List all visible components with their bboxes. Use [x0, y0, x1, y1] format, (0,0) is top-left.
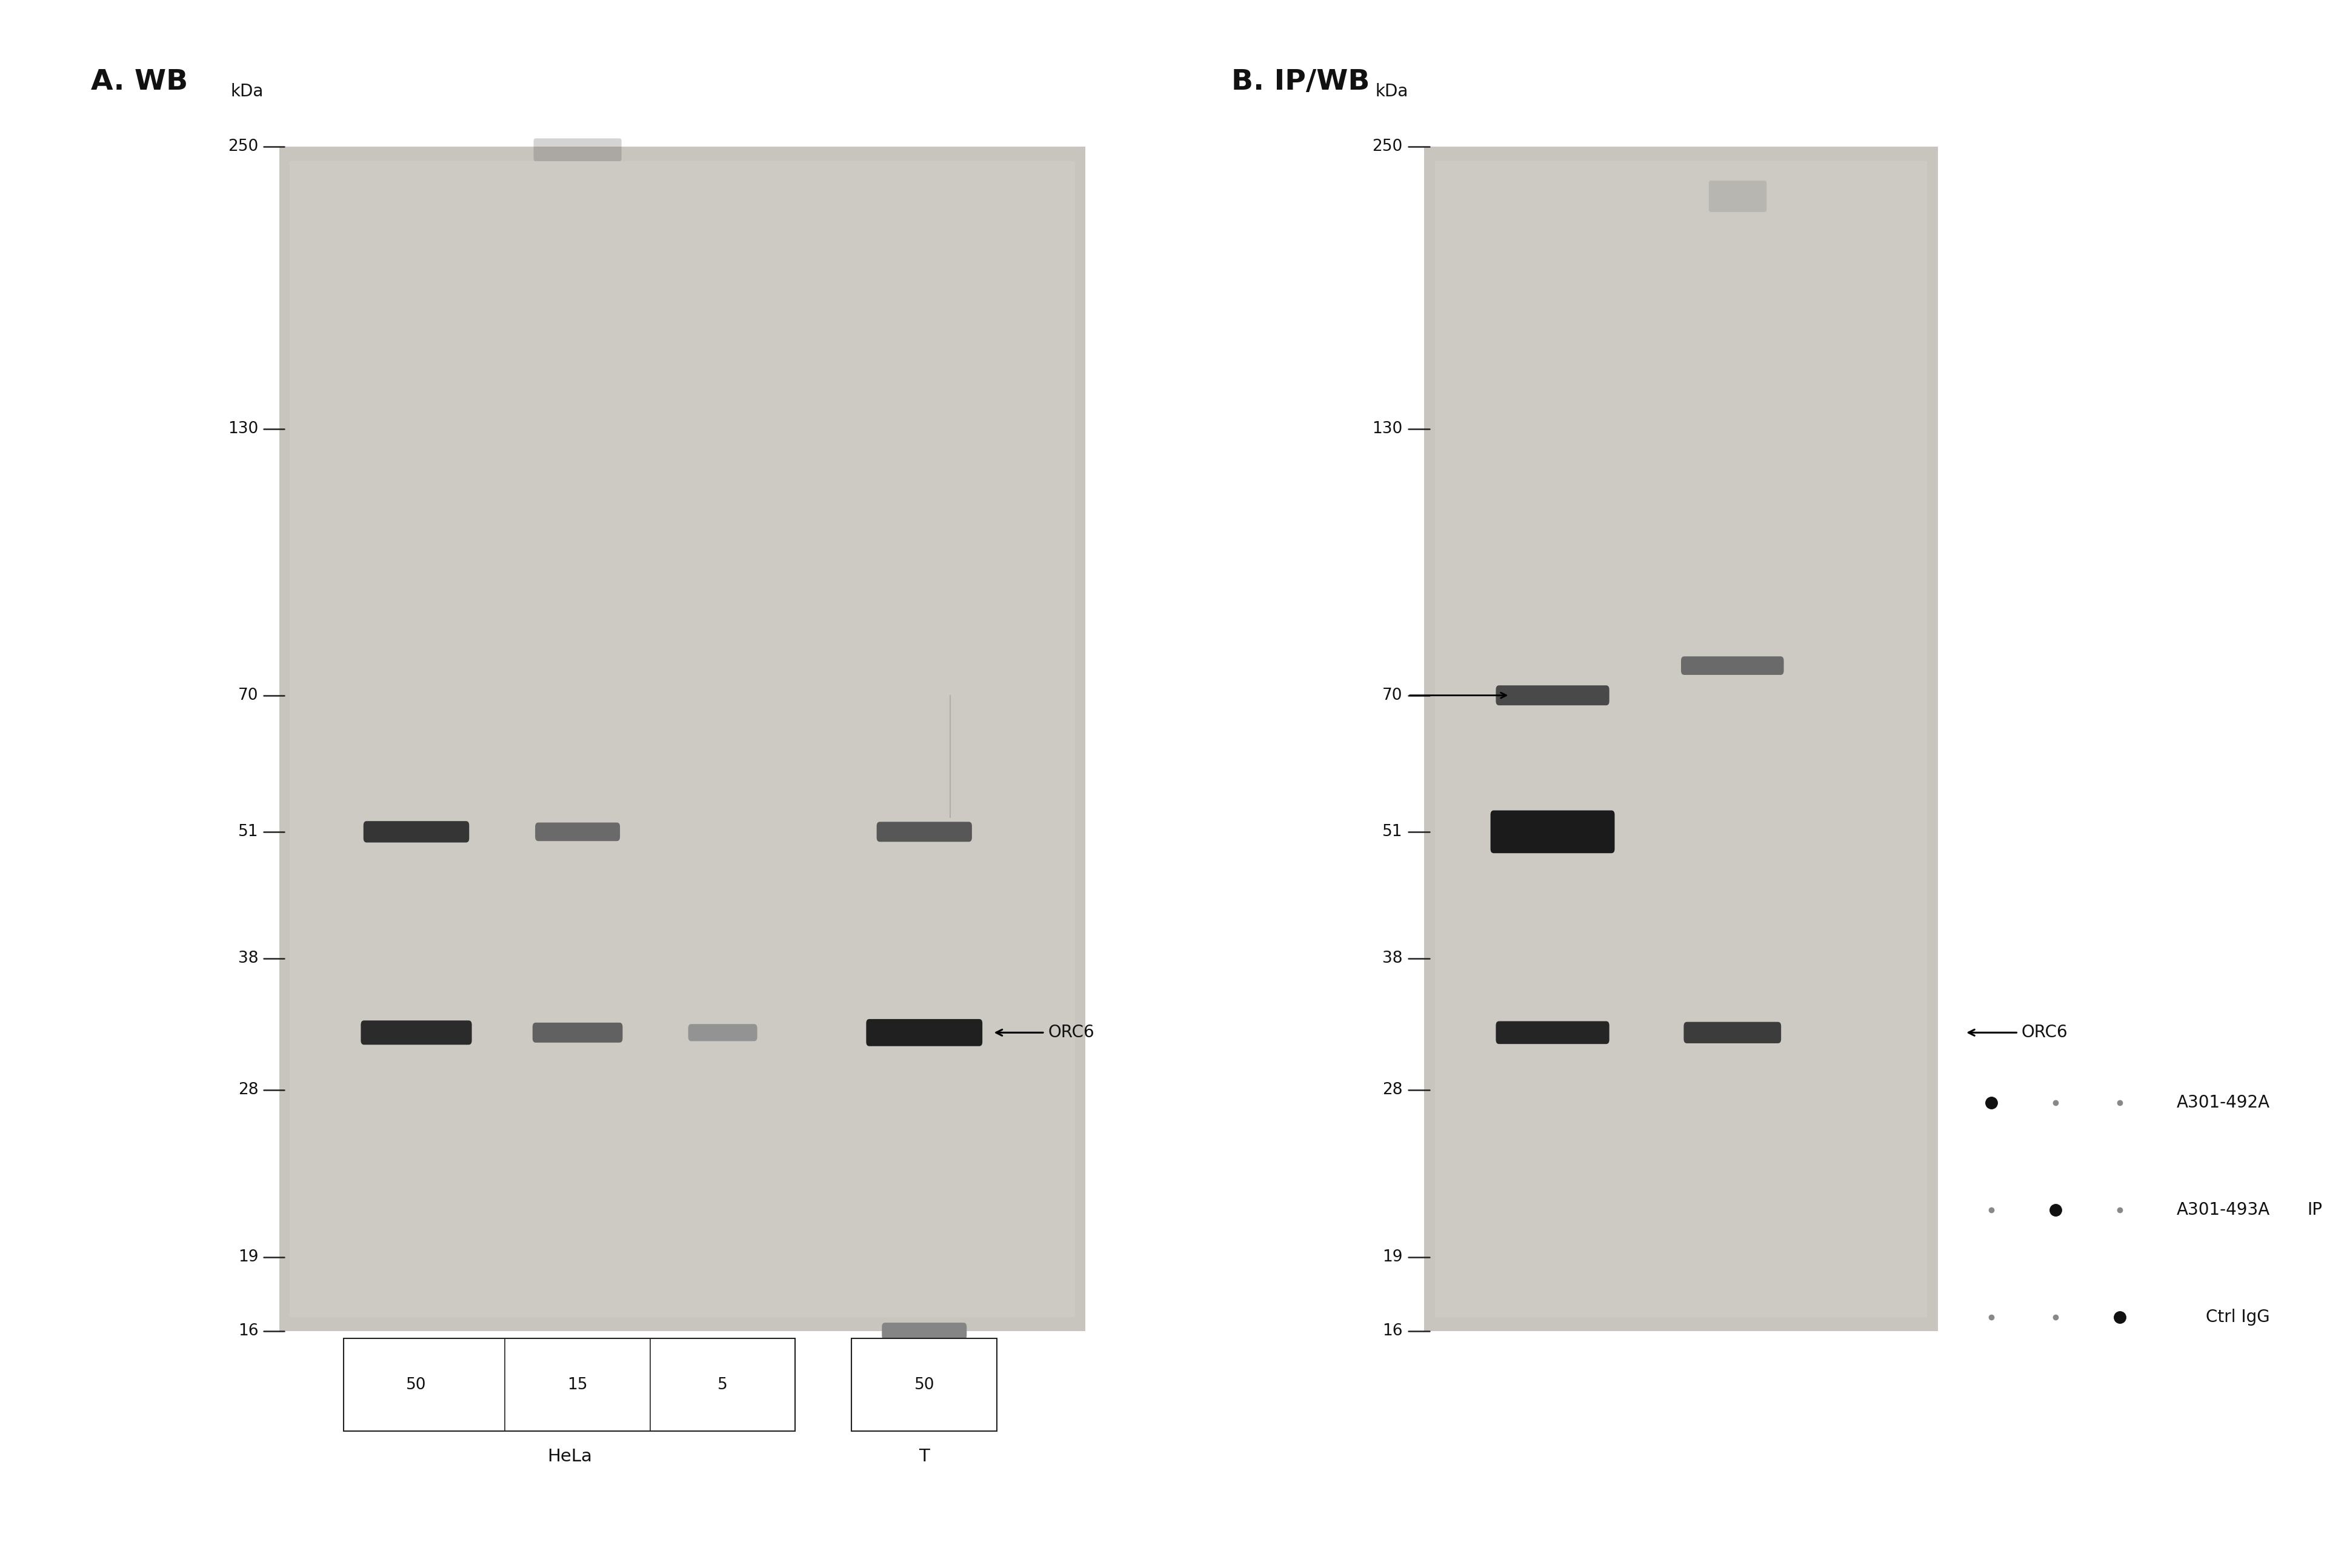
FancyBboxPatch shape: [533, 138, 621, 162]
FancyBboxPatch shape: [1680, 657, 1785, 674]
Text: 19: 19: [1382, 1250, 1403, 1265]
Text: 15: 15: [568, 1377, 589, 1392]
Text: 19: 19: [237, 1250, 258, 1265]
Text: A301-493A: A301-493A: [2176, 1201, 2269, 1218]
Text: A. WB: A. WB: [91, 69, 188, 96]
Text: 28: 28: [1382, 1082, 1403, 1098]
FancyBboxPatch shape: [363, 822, 470, 842]
Text: 70: 70: [1382, 687, 1403, 702]
Text: 16: 16: [1382, 1323, 1403, 1339]
Text: 51: 51: [1382, 823, 1403, 840]
Text: 51: 51: [237, 823, 258, 840]
Text: HeLa: HeLa: [547, 1449, 591, 1465]
FancyBboxPatch shape: [689, 1024, 756, 1041]
Text: ORC6: ORC6: [2022, 1024, 2069, 1041]
Text: T: T: [919, 1449, 931, 1465]
Text: B. IP/WB: B. IP/WB: [1231, 69, 1371, 96]
Text: ORC6: ORC6: [1047, 1024, 1094, 1041]
Bar: [344, 1339, 796, 1432]
Text: Ctrl IgG: Ctrl IgG: [2206, 1308, 2269, 1325]
FancyBboxPatch shape: [882, 1323, 966, 1339]
Text: 130: 130: [228, 420, 258, 436]
Text: 250: 250: [1373, 140, 1403, 155]
Text: 250: 250: [228, 140, 258, 155]
FancyBboxPatch shape: [1496, 1021, 1610, 1044]
FancyBboxPatch shape: [533, 1022, 624, 1043]
FancyBboxPatch shape: [1492, 811, 1615, 853]
FancyBboxPatch shape: [361, 1021, 472, 1044]
Text: 38: 38: [237, 950, 258, 966]
FancyBboxPatch shape: [877, 822, 973, 842]
Text: 28: 28: [237, 1082, 258, 1098]
Bar: [852, 1339, 996, 1432]
Bar: [1424, 147, 1938, 1331]
Bar: [1436, 162, 1927, 1317]
Text: kDa: kDa: [230, 83, 263, 100]
FancyBboxPatch shape: [866, 1019, 982, 1046]
FancyBboxPatch shape: [1685, 1022, 1780, 1043]
FancyBboxPatch shape: [1496, 685, 1610, 706]
Text: 50: 50: [407, 1377, 426, 1392]
Text: kDa: kDa: [1375, 83, 1408, 100]
Text: A301-492A: A301-492A: [2176, 1094, 2269, 1112]
Text: 16: 16: [237, 1323, 258, 1339]
Text: 5: 5: [717, 1377, 728, 1392]
Bar: [279, 147, 1084, 1331]
FancyBboxPatch shape: [1708, 180, 1766, 212]
Text: 130: 130: [1373, 420, 1403, 436]
FancyBboxPatch shape: [535, 823, 619, 840]
Bar: [289, 162, 1075, 1317]
Text: 38: 38: [1382, 950, 1403, 966]
Text: IP: IP: [2306, 1201, 2322, 1218]
Text: 70: 70: [237, 687, 258, 702]
Text: 50: 50: [915, 1377, 935, 1392]
